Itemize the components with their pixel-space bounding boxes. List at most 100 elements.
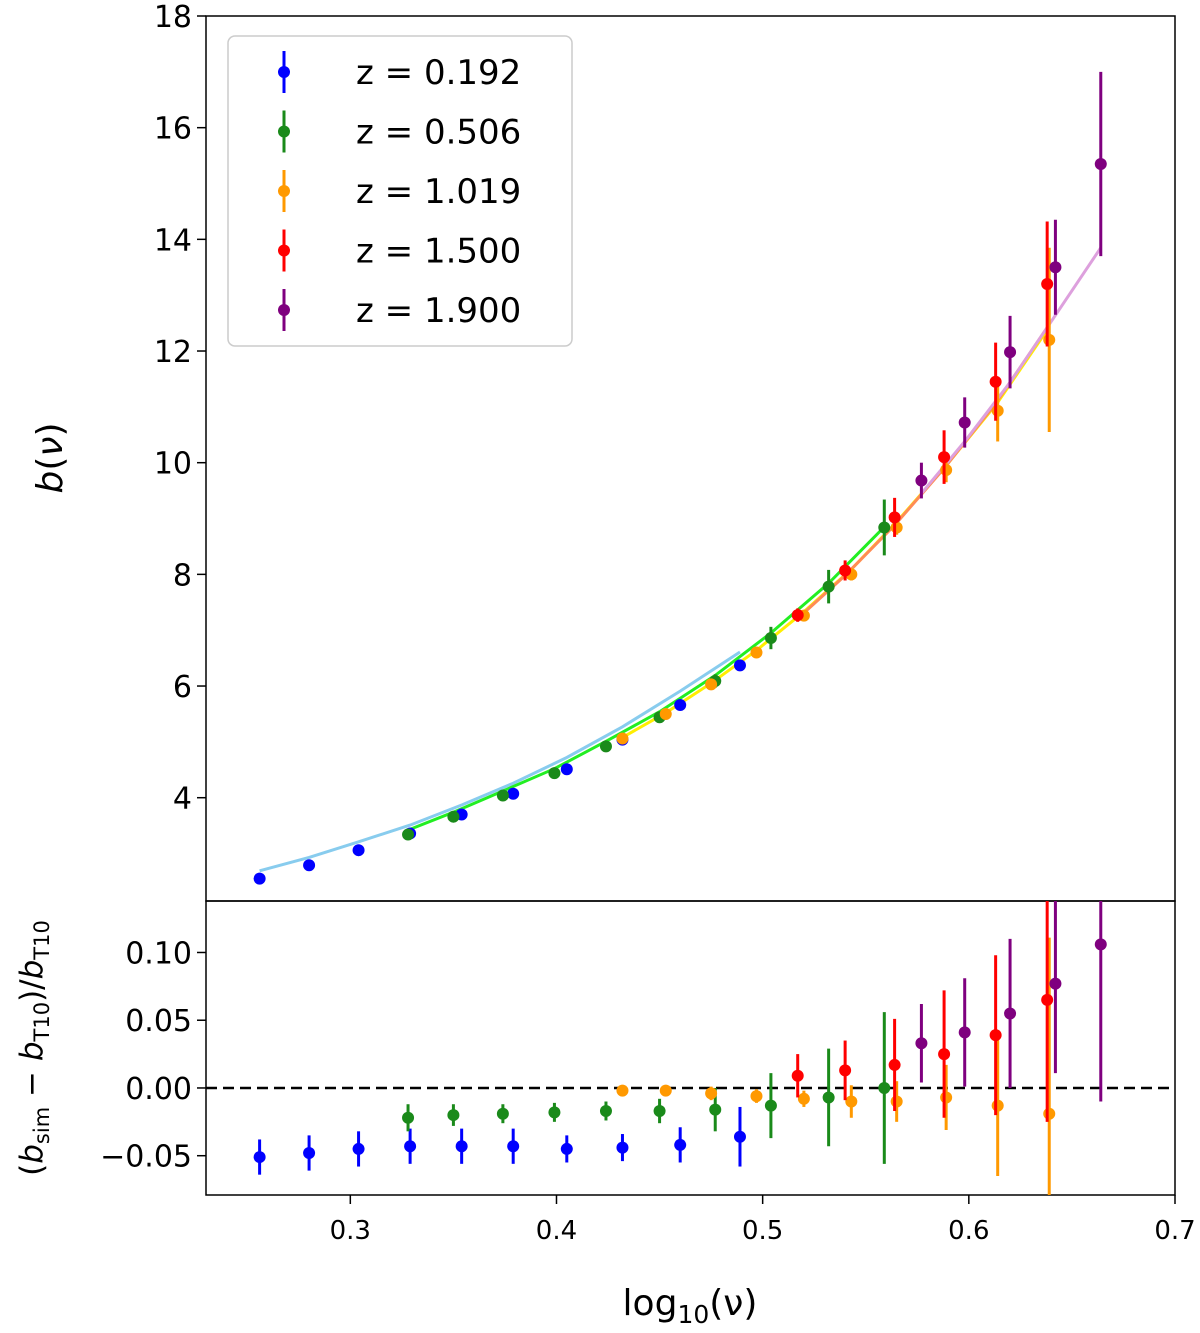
top-point-s1-p3 — [352, 844, 365, 857]
bottom-point-s1-p4 — [404, 1140, 417, 1153]
top-point-s4-p3 — [888, 511, 901, 524]
legend-marker-2 — [278, 125, 290, 138]
top-point-s1-p1 — [253, 872, 266, 885]
bottom-point-s3-p10 — [1043, 1107, 1056, 1120]
x-axis-label: log10(ν) — [623, 1283, 758, 1329]
top-point-s2-p3 — [496, 789, 509, 802]
bottom-point-s4-p6 — [1041, 993, 1054, 1006]
bottom-point-s5-p1 — [915, 1037, 928, 1050]
model-curve-series-1 — [259, 650, 741, 873]
bottom-point-s2-p2 — [447, 1109, 460, 1122]
top-point-s1-p6 — [507, 787, 520, 800]
top-point-s1-p9 — [674, 699, 687, 712]
bottom-point-s3-p2 — [659, 1084, 672, 1097]
rl-minus: − — [14, 1061, 50, 1107]
top-point-s2-p10 — [878, 521, 891, 534]
bottom-point-s2-p3 — [496, 1107, 509, 1120]
rl-b3: b — [14, 960, 50, 980]
ylabel-close: ) — [30, 422, 71, 436]
top-point-s2-p2 — [447, 810, 460, 823]
model-curve-series-3 — [621, 326, 1051, 739]
top-point-s5-p1 — [915, 474, 928, 487]
xlabel-arg: (ν) — [709, 1283, 757, 1324]
top-point-s4-p2 — [839, 564, 852, 577]
bottom-point-s1-p10 — [733, 1130, 746, 1143]
bottom-point-s4-p3 — [888, 1058, 901, 1071]
bottom-ytick-label-0: −0.05 — [100, 1140, 192, 1175]
legend-marker-5 — [278, 304, 290, 316]
top-point-s3-p8 — [940, 463, 953, 476]
rl-open: ( — [14, 1164, 50, 1176]
xtick-label-3: 0.6 — [948, 1216, 989, 1246]
top-point-s3-p3 — [705, 678, 718, 691]
ylabel-var: b — [30, 471, 71, 494]
top-point-s2-p4 — [548, 767, 561, 780]
top-point-s3-p4 — [750, 646, 763, 659]
x-axis: 0.3 0.4 0.5 0.6 0.7 — [330, 1195, 1196, 1246]
top-data-points — [253, 71, 1107, 885]
top-point-s5-p2 — [958, 416, 971, 429]
xtick-label-1: 0.4 — [536, 1216, 577, 1246]
top-ytick-label-18: 18 — [154, 0, 192, 35]
xtick-label-2: 0.5 — [742, 1216, 783, 1246]
bottom-point-s3-p9 — [991, 1099, 1004, 1112]
bottom-point-s2-p4 — [548, 1106, 561, 1119]
bottom-point-s1-p8 — [616, 1141, 629, 1154]
bottom-point-s3-p4 — [750, 1090, 763, 1103]
xtick-label-4: 0.7 — [1154, 1216, 1195, 1246]
top-point-s3-p1 — [616, 732, 629, 745]
top-ytick-label-8: 8 — [173, 558, 192, 593]
legend-marker-4 — [278, 244, 290, 257]
rl-t10a: T10 — [30, 1002, 54, 1043]
top-point-s3-p7 — [890, 521, 903, 534]
bottom-point-s5-p5 — [1094, 938, 1107, 951]
legend: z = 0.192 z = 0.506 z = 1.019 z = 1.500 z = … — [227, 35, 573, 347]
bottom-data-points — [253, 901, 1107, 1195]
legend-marker-3 — [278, 185, 290, 197]
bottom-point-s2-p6 — [653, 1105, 666, 1117]
top-ytick-label-10: 10 — [154, 447, 192, 482]
rl-b1: b — [14, 1144, 50, 1164]
bottom-plot-frame — [205, 900, 1176, 1196]
bottom-point-s3-p8 — [940, 1091, 953, 1104]
top-point-s3-p2 — [659, 707, 672, 720]
legend-frame — [227, 35, 573, 347]
xtick-label-0: 0.3 — [330, 1216, 371, 1246]
top-ytick-label-16: 16 — [154, 112, 192, 147]
model-curve-series-2 — [407, 525, 886, 832]
top-point-s2-p9 — [822, 580, 835, 593]
top-point-s2-p1 — [402, 828, 415, 841]
bottom-point-s1-p5 — [455, 1140, 468, 1153]
top-point-s5-p4 — [1049, 261, 1062, 274]
rl-t10b: T10 — [30, 920, 54, 961]
rl-b2: b — [14, 1041, 50, 1061]
bottom-point-s2-p7 — [709, 1103, 722, 1116]
top-point-s1-p2 — [303, 859, 316, 872]
top-point-s4-p6 — [1041, 278, 1054, 291]
bottom-point-s1-p9 — [674, 1138, 687, 1151]
bottom-point-s5-p4 — [1049, 977, 1062, 990]
bottom-point-s2-p1 — [402, 1111, 415, 1124]
bottom-y-axis-label: (bsim − bT10)/bT10 — [14, 920, 54, 1176]
bottom-point-s2-p10 — [878, 1081, 891, 1094]
top-y-axis-label: b(ν) — [30, 422, 71, 493]
bottom-point-s4-p2 — [839, 1064, 852, 1077]
top-ytick-label-14: 14 — [154, 223, 192, 258]
bottom-point-s4-p4 — [938, 1048, 951, 1061]
bottom-point-s1-p3 — [352, 1142, 365, 1155]
bottom-point-s3-p3 — [705, 1087, 718, 1100]
legend-label-3: z = 1.019 — [356, 172, 521, 212]
bottom-point-s1-p1 — [253, 1151, 266, 1164]
top-point-s4-p1 — [791, 609, 804, 622]
bottom-y-axis: −0.05 0.00 0.05 0.10 — [100, 936, 206, 1175]
top-point-s2-p5 — [599, 740, 612, 753]
top-point-s3-p9 — [991, 404, 1004, 417]
xlabel-base: log — [623, 1283, 678, 1324]
bottom-point-s3-p6 — [845, 1095, 858, 1108]
bottom-ytick-label-2: 0.05 — [125, 1004, 192, 1039]
top-y-axis: 4 6 8 10 12 14 16 18 — [154, 0, 206, 817]
rl-sim: sim — [30, 1107, 54, 1144]
bottom-point-s1-p2 — [303, 1147, 316, 1159]
bottom-point-s2-p5 — [599, 1105, 612, 1117]
